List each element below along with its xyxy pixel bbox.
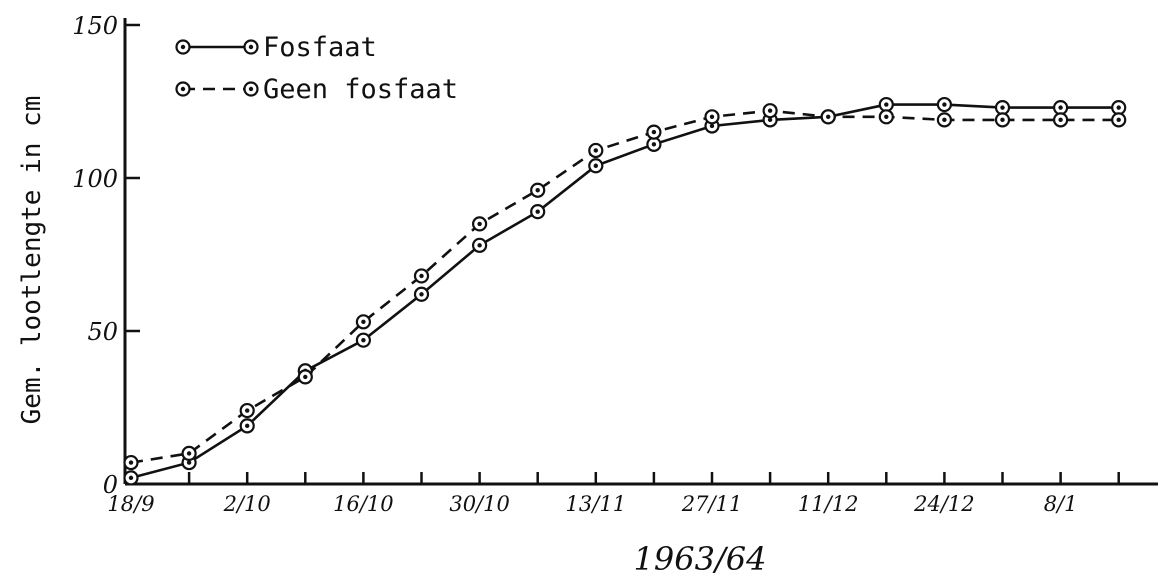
data-point xyxy=(1111,100,1127,116)
x-tick-label: 27/11 xyxy=(681,492,743,516)
x-tick-label: 2/10 xyxy=(223,492,271,516)
x-tick-label: 8/1 xyxy=(1044,492,1078,516)
data-point xyxy=(994,112,1011,128)
legend-label: Fosfaat xyxy=(263,32,377,63)
legend-marker xyxy=(175,39,191,55)
data-point xyxy=(704,109,720,125)
legend: Fosfaat Geen fosfaat xyxy=(175,32,458,105)
x-tick-label: 30/10 xyxy=(449,492,510,516)
data-point xyxy=(820,109,836,125)
data-point xyxy=(181,445,197,461)
y-axis-label-group: Gem. lootlengte in cm xyxy=(17,96,47,425)
x-tick-label: 24/12 xyxy=(913,492,975,516)
data-point xyxy=(1111,112,1127,128)
data-point xyxy=(413,286,430,302)
x-tick-label: 11/12 xyxy=(798,492,859,516)
y-tick-label: 100 xyxy=(72,165,118,193)
data-point xyxy=(239,418,255,434)
data-point xyxy=(472,216,488,232)
x-ticks: 18/9 2/10 16/10 30/10 13/11 27/11 11/12 24/12 8/… xyxy=(107,472,1120,516)
data-point xyxy=(413,268,430,284)
legend-marker xyxy=(243,39,259,55)
data-point xyxy=(239,402,255,419)
data-point xyxy=(994,100,1011,116)
data-point xyxy=(123,454,139,471)
data-point xyxy=(355,332,371,348)
data-point xyxy=(936,96,953,113)
data-point xyxy=(1052,100,1069,116)
data-point xyxy=(588,158,604,174)
data-point xyxy=(1052,112,1069,128)
legend-label: Geen fosfaat xyxy=(263,74,458,105)
data-point xyxy=(936,112,953,128)
y-tick-label: 50 xyxy=(87,318,118,346)
y-ticks: 0 50 100 150 xyxy=(72,12,140,499)
data-point xyxy=(762,103,778,119)
x-axis-label: 1963/64 xyxy=(634,540,767,578)
data-point xyxy=(646,124,662,140)
data-point xyxy=(588,142,604,159)
y-tick-label: 0 xyxy=(103,471,118,499)
data-point xyxy=(472,237,488,253)
data-point xyxy=(297,369,313,385)
x-tick-label: 16/10 xyxy=(333,492,394,516)
data-point xyxy=(646,136,662,152)
data-point xyxy=(530,204,546,220)
legend-marker xyxy=(243,81,259,97)
data-point xyxy=(355,314,371,330)
data-point xyxy=(530,182,546,198)
x-tick-label: 13/11 xyxy=(566,492,627,516)
series-layer xyxy=(123,96,1127,486)
series-line-fosfaat xyxy=(130,103,1119,480)
data-point xyxy=(878,109,894,125)
x-tick-label: 18/9 xyxy=(107,492,154,516)
y-axis-label: Gem. lootlengte in cm xyxy=(17,96,47,425)
legend-marker xyxy=(175,81,191,97)
y-tick-label: 150 xyxy=(72,12,118,40)
data-point xyxy=(878,96,894,113)
data-point xyxy=(123,470,139,486)
series-line-geen-fosfaat xyxy=(130,109,1119,464)
